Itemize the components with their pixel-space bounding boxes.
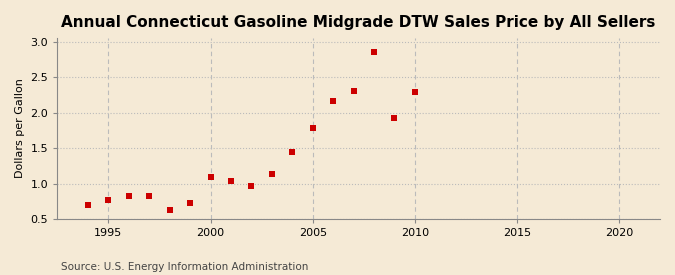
Y-axis label: Dollars per Gallon: Dollars per Gallon xyxy=(15,79,25,178)
Point xyxy=(144,194,155,199)
Point xyxy=(348,88,359,93)
Point xyxy=(369,50,379,54)
Point xyxy=(82,203,93,208)
Point xyxy=(328,99,339,103)
Title: Annual Connecticut Gasoline Midgrade DTW Sales Price by All Sellers: Annual Connecticut Gasoline Midgrade DTW… xyxy=(61,15,656,30)
Point xyxy=(267,172,277,177)
Point xyxy=(287,149,298,154)
Point xyxy=(389,115,400,120)
Point xyxy=(225,179,236,184)
Text: Source: U.S. Energy Information Administration: Source: U.S. Energy Information Administ… xyxy=(61,262,308,272)
Point xyxy=(164,208,175,212)
Point xyxy=(103,198,114,202)
Point xyxy=(307,126,318,130)
Point xyxy=(124,193,134,198)
Point xyxy=(410,90,421,94)
Point xyxy=(246,184,256,189)
Point xyxy=(185,201,196,206)
Point xyxy=(205,175,216,179)
